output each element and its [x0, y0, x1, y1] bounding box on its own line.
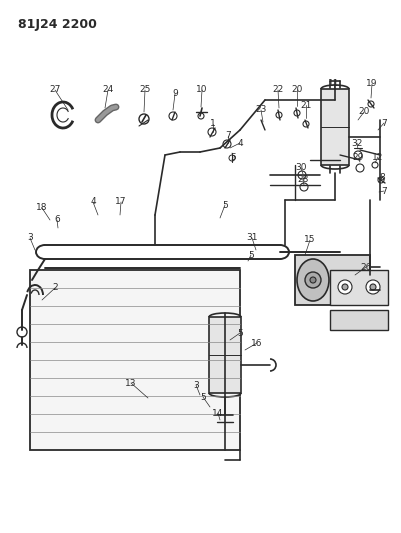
- Circle shape: [370, 284, 376, 290]
- Bar: [209, 317, 241, 393]
- Text: 19: 19: [366, 79, 378, 88]
- Bar: [30, 270, 240, 450]
- Text: 12: 12: [372, 152, 384, 161]
- Text: 4: 4: [237, 139, 243, 148]
- Text: 16: 16: [251, 338, 263, 348]
- Bar: [295, 255, 370, 305]
- Text: 8: 8: [379, 174, 385, 182]
- Text: 81J24 2200: 81J24 2200: [18, 18, 97, 31]
- Text: 26: 26: [360, 262, 372, 271]
- Text: 9: 9: [172, 90, 178, 99]
- Circle shape: [305, 272, 321, 288]
- Text: 28: 28: [297, 175, 309, 184]
- Text: 5: 5: [237, 328, 243, 337]
- Text: 7: 7: [381, 187, 387, 196]
- Text: 23: 23: [255, 106, 267, 115]
- Text: 22: 22: [272, 85, 284, 94]
- Text: 20: 20: [358, 108, 370, 117]
- Text: 17: 17: [115, 198, 127, 206]
- Text: 5: 5: [230, 154, 236, 163]
- Text: 29: 29: [352, 154, 364, 163]
- Text: 25: 25: [139, 85, 151, 94]
- Text: 20: 20: [291, 85, 303, 93]
- Bar: [330, 310, 388, 330]
- Text: 21: 21: [300, 101, 312, 109]
- Text: 14: 14: [212, 408, 224, 417]
- Text: 24: 24: [102, 85, 113, 94]
- Text: 18: 18: [36, 204, 48, 213]
- Circle shape: [338, 280, 352, 294]
- Bar: [321, 89, 349, 165]
- Text: 27: 27: [49, 85, 61, 94]
- Circle shape: [366, 280, 380, 294]
- Text: 10: 10: [196, 85, 208, 94]
- Text: 13: 13: [125, 378, 137, 387]
- Text: 32: 32: [351, 139, 363, 148]
- Text: 30: 30: [295, 164, 307, 173]
- Text: 5: 5: [248, 251, 254, 260]
- Bar: [330, 270, 388, 305]
- Text: 11: 11: [328, 79, 340, 88]
- Circle shape: [342, 284, 348, 290]
- Text: 4: 4: [90, 198, 96, 206]
- Text: 2: 2: [52, 284, 58, 293]
- Text: 3: 3: [27, 233, 33, 243]
- Text: 31: 31: [246, 233, 258, 243]
- Text: 6: 6: [54, 215, 60, 224]
- Ellipse shape: [297, 259, 329, 301]
- Text: 7: 7: [381, 118, 387, 127]
- Text: 5: 5: [222, 200, 228, 209]
- Text: 15: 15: [304, 236, 316, 245]
- Circle shape: [310, 277, 316, 283]
- Text: 1: 1: [210, 119, 216, 128]
- Text: 3: 3: [193, 381, 199, 390]
- Text: 5: 5: [200, 392, 206, 401]
- Text: 7: 7: [225, 132, 231, 141]
